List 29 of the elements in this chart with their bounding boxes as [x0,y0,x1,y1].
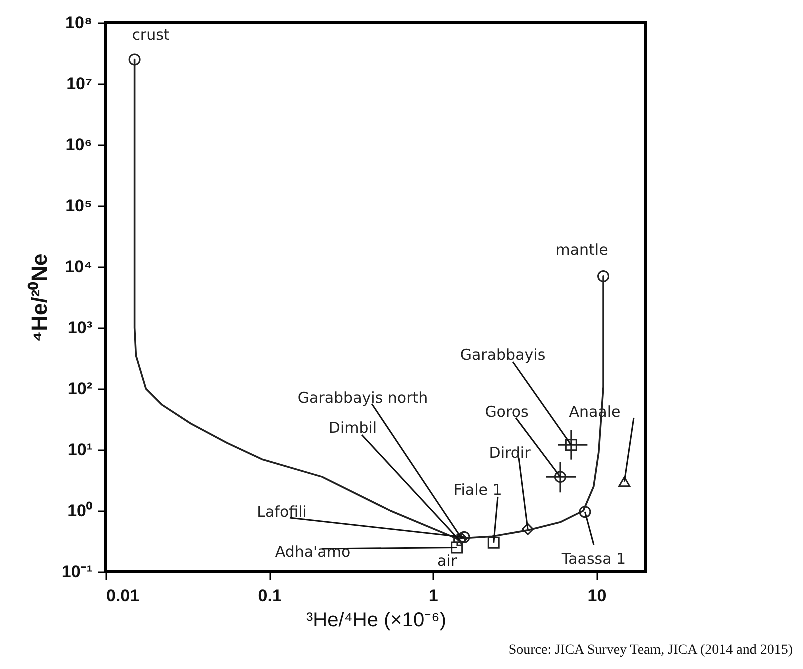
x-tick-label: 1 [428,586,438,606]
y-tick-label: 10⁴ [65,258,92,276]
y-tick-label: 10¹ [68,440,93,460]
text: Dimbil [328,419,378,437]
series-label: mantle [556,241,608,259]
y-tick-label: 10³ [68,318,93,338]
y-tick-label: 10⁷ [66,74,92,94]
text: Lafofili [257,503,307,521]
x-tick-label: 0.1 [258,586,282,606]
y-tick-label: 10⁻¹ [62,562,93,582]
y-tick-label: 10⁰ [68,502,92,520]
annotation: air [438,552,458,570]
text: Garabbayis north [298,389,428,407]
x-axis-title: ³He/⁴He (×10⁻⁶) [306,610,446,632]
text: Goros [485,403,529,421]
x-tick-label: 0.01 [106,586,140,606]
y-tick-label: 10⁵ [66,196,92,216]
source-note: Source: JICA Survey Team, JICA (2014 and 2015) [508,643,794,658]
x-tick-label: 10 [588,586,607,606]
text: Fiale 1 [454,481,502,499]
y-tick-label: 10² [68,380,93,398]
series-label: crust [132,26,170,44]
text: Dirdir [489,444,532,462]
y-axis-title: ⁴He/²⁰Ne [26,254,52,342]
y-tick-label: 10⁸ [66,14,92,32]
text: Adha'amo [275,543,351,561]
text: Garabbayis [460,346,546,364]
text: Taassa 1 [560,550,626,568]
y-tick-label: 10⁶ [66,136,92,154]
